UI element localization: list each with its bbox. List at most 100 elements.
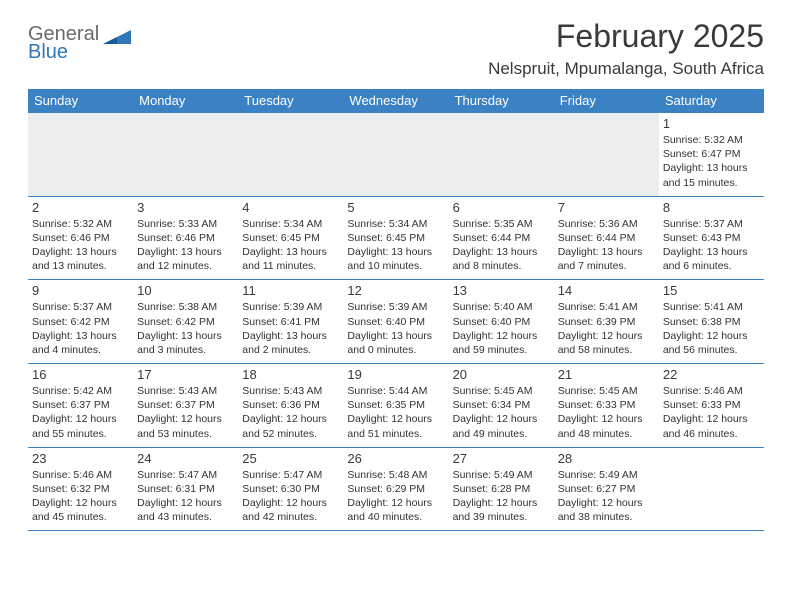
day-cell: 15Sunrise: 5:41 AMSunset: 6:38 PMDayligh… xyxy=(659,280,764,363)
day-cell: 3Sunrise: 5:33 AMSunset: 6:46 PMDaylight… xyxy=(133,197,238,280)
week-row: 1 Sunrise: 5:32 AMSunset: 6:47 PMDaylight… xyxy=(28,113,764,197)
weekday-label: Friday xyxy=(554,89,659,113)
title-block: February 2025 Nelspruit, Mpumalanga, Sou… xyxy=(488,18,764,79)
date-number: 11 xyxy=(242,283,339,298)
weekday-label: Monday xyxy=(133,89,238,113)
day-info: Sunrise: 5:45 AMSunset: 6:33 PMDaylight:… xyxy=(558,384,655,441)
day-info: Sunrise: 5:49 AMSunset: 6:27 PMDaylight:… xyxy=(558,468,655,525)
brand-triangle-icon xyxy=(103,28,133,51)
date-number: 12 xyxy=(347,283,444,298)
location-text: Nelspruit, Mpumalanga, South Africa xyxy=(488,59,764,79)
empty-cell xyxy=(343,113,448,196)
day-info: Sunrise: 5:45 AMSunset: 6:34 PMDaylight:… xyxy=(453,384,550,441)
weekday-label: Saturday xyxy=(659,89,764,113)
day-cell: 26 Sunrise: 5:48 AMSunset: 6:29 PMDayligh… xyxy=(343,448,448,531)
weekday-label: Wednesday xyxy=(343,89,448,113)
day-cell: 27Sunrise: 5:49 AMSunset: 6:28 PMDayligh… xyxy=(449,448,554,531)
date-number: 9 xyxy=(32,283,129,298)
date-number: 1 xyxy=(663,116,760,131)
day-info: Sunrise: 5:46 AMSunset: 6:32 PMDaylight:… xyxy=(32,468,129,525)
day-info: Sunrise: 5:39 AMSunset: 6:41 PMDaylight:… xyxy=(242,300,339,357)
weekday-label: Thursday xyxy=(449,89,554,113)
day-info: Sunrise: 5:32 AMSunset: 6:47 PMDaylight:… xyxy=(663,133,760,190)
day-cell: 24 Sunrise: 5:47 AMSunset: 6:31 PMDayligh… xyxy=(133,448,238,531)
date-number: 19 xyxy=(347,367,444,382)
day-info: Sunrise: 5:41 AMSunset: 6:38 PMDaylight:… xyxy=(663,300,760,357)
date-number: 5 xyxy=(347,200,444,215)
date-number: 3 xyxy=(137,200,234,215)
week-row: 2 Sunrise: 5:32 AMSunset: 6:46 PMDaylight… xyxy=(28,197,764,281)
weekday-label: Tuesday xyxy=(238,89,343,113)
month-title: February 2025 xyxy=(488,18,764,55)
day-cell: 10 Sunrise: 5:38 AMSunset: 6:42 PMDayligh… xyxy=(133,280,238,363)
day-info: Sunrise: 5:34 AMSunset: 6:45 PMDaylight:… xyxy=(347,217,444,274)
day-info: Sunrise: 5:47 AMSunset: 6:31 PMDaylight:… xyxy=(137,468,234,525)
date-number: 14 xyxy=(558,283,655,298)
week-row: 16 Sunrise: 5:42 AMSunset: 6:37 PMDayligh… xyxy=(28,364,764,448)
weekday-header: Sunday Monday Tuesday Wednesday Thursday… xyxy=(28,89,764,113)
date-number: 2 xyxy=(32,200,129,215)
date-number: 24 xyxy=(137,451,234,466)
date-number: 23 xyxy=(32,451,129,466)
day-info: Sunrise: 5:41 AMSunset: 6:39 PMDaylight:… xyxy=(558,300,655,357)
weekday-label: Sunday xyxy=(28,89,133,113)
day-cell: 5 Sunrise: 5:34 AMSunset: 6:45 PMDaylight… xyxy=(343,197,448,280)
day-cell: 20Sunrise: 5:45 AMSunset: 6:34 PMDayligh… xyxy=(449,364,554,447)
day-info: Sunrise: 5:40 AMSunset: 6:40 PMDaylight:… xyxy=(453,300,550,357)
date-number: 21 xyxy=(558,367,655,382)
empty-cell xyxy=(659,448,764,531)
day-cell: 13 Sunrise: 5:40 AMSunset: 6:40 PMDayligh… xyxy=(449,280,554,363)
date-number: 4 xyxy=(242,200,339,215)
day-info: Sunrise: 5:37 AMSunset: 6:42 PMDaylight:… xyxy=(32,300,129,357)
brand-text: General Blue xyxy=(28,24,99,62)
week-row: 23 Sunrise: 5:46 AMSunset: 6:32 PMDayligh… xyxy=(28,448,764,532)
date-number: 7 xyxy=(558,200,655,215)
date-number: 16 xyxy=(32,367,129,382)
day-info: Sunrise: 5:49 AMSunset: 6:28 PMDaylight:… xyxy=(453,468,550,525)
empty-cell xyxy=(554,113,659,196)
day-info: Sunrise: 5:48 AMSunset: 6:29 PMDaylight:… xyxy=(347,468,444,525)
day-cell: 1 Sunrise: 5:32 AMSunset: 6:47 PMDaylight… xyxy=(659,113,764,196)
day-info: Sunrise: 5:46 AMSunset: 6:33 PMDaylight:… xyxy=(663,384,760,441)
day-cell: 19Sunrise: 5:44 AMSunset: 6:35 PMDayligh… xyxy=(343,364,448,447)
calendar: Sunday Monday Tuesday Wednesday Thursday… xyxy=(28,89,764,531)
day-cell: 12 Sunrise: 5:39 AMSunset: 6:40 PMDayligh… xyxy=(343,280,448,363)
day-cell: 23 Sunrise: 5:46 AMSunset: 6:32 PMDayligh… xyxy=(28,448,133,531)
header: General Blue February 2025 Nelspruit, Mp… xyxy=(28,18,764,79)
empty-cell xyxy=(238,113,343,196)
day-info: Sunrise: 5:37 AMSunset: 6:43 PMDaylight:… xyxy=(663,217,760,274)
day-cell: 8 Sunrise: 5:37 AMSunset: 6:43 PMDaylight… xyxy=(659,197,764,280)
week-row: 9 Sunrise: 5:37 AMSunset: 6:42 PMDaylight… xyxy=(28,280,764,364)
date-number: 10 xyxy=(137,283,234,298)
day-cell: 21 Sunrise: 5:45 AMSunset: 6:33 PMDayligh… xyxy=(554,364,659,447)
day-cell: 14 Sunrise: 5:41 AMSunset: 6:39 PMDayligh… xyxy=(554,280,659,363)
day-cell: 2 Sunrise: 5:32 AMSunset: 6:46 PMDaylight… xyxy=(28,197,133,280)
date-number: 26 xyxy=(347,451,444,466)
date-number: 13 xyxy=(453,283,550,298)
day-cell: 22 Sunrise: 5:46 AMSunset: 6:33 PMDayligh… xyxy=(659,364,764,447)
day-info: Sunrise: 5:42 AMSunset: 6:37 PMDaylight:… xyxy=(32,384,129,441)
date-number: 22 xyxy=(663,367,760,382)
day-cell: 6 Sunrise: 5:35 AMSunset: 6:44 PMDaylight… xyxy=(449,197,554,280)
date-number: 8 xyxy=(663,200,760,215)
day-info: Sunrise: 5:36 AMSunset: 6:44 PMDaylight:… xyxy=(558,217,655,274)
day-info: Sunrise: 5:34 AMSunset: 6:45 PMDaylight:… xyxy=(242,217,339,274)
brand-logo: General Blue xyxy=(28,24,133,62)
empty-cell xyxy=(133,113,238,196)
day-info: Sunrise: 5:39 AMSunset: 6:40 PMDaylight:… xyxy=(347,300,444,357)
day-info: Sunrise: 5:35 AMSunset: 6:44 PMDaylight:… xyxy=(453,217,550,274)
day-info: Sunrise: 5:43 AMSunset: 6:36 PMDaylight:… xyxy=(242,384,339,441)
day-cell: 16 Sunrise: 5:42 AMSunset: 6:37 PMDayligh… xyxy=(28,364,133,447)
day-cell: 7 Sunrise: 5:36 AMSunset: 6:44 PMDaylight… xyxy=(554,197,659,280)
day-info: Sunrise: 5:47 AMSunset: 6:30 PMDaylight:… xyxy=(242,468,339,525)
date-number: 6 xyxy=(453,200,550,215)
day-info: Sunrise: 5:32 AMSunset: 6:46 PMDaylight:… xyxy=(32,217,129,274)
day-cell: 11 Sunrise: 5:39 AMSunset: 6:41 PMDayligh… xyxy=(238,280,343,363)
weeks-container: 1 Sunrise: 5:32 AMSunset: 6:47 PMDaylight… xyxy=(28,113,764,531)
date-number: 28 xyxy=(558,451,655,466)
day-cell: 28 Sunrise: 5:49 AMSunset: 6:27 PMDayligh… xyxy=(554,448,659,531)
day-cell: 25Sunrise: 5:47 AMSunset: 6:30 PMDayligh… xyxy=(238,448,343,531)
day-info: Sunrise: 5:43 AMSunset: 6:37 PMDaylight:… xyxy=(137,384,234,441)
day-info: Sunrise: 5:38 AMSunset: 6:42 PMDaylight:… xyxy=(137,300,234,357)
empty-cell xyxy=(28,113,133,196)
